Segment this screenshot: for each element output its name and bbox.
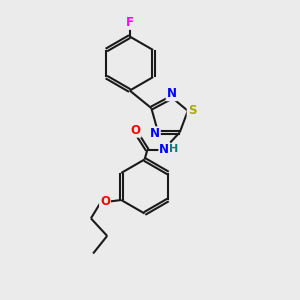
Text: S: S [188,104,196,117]
Text: N: N [167,87,177,100]
Text: O: O [131,124,141,137]
Text: H: H [169,144,178,154]
Text: N: N [150,127,160,140]
Text: N: N [159,143,169,156]
Text: F: F [126,16,134,29]
Text: O: O [100,195,110,208]
